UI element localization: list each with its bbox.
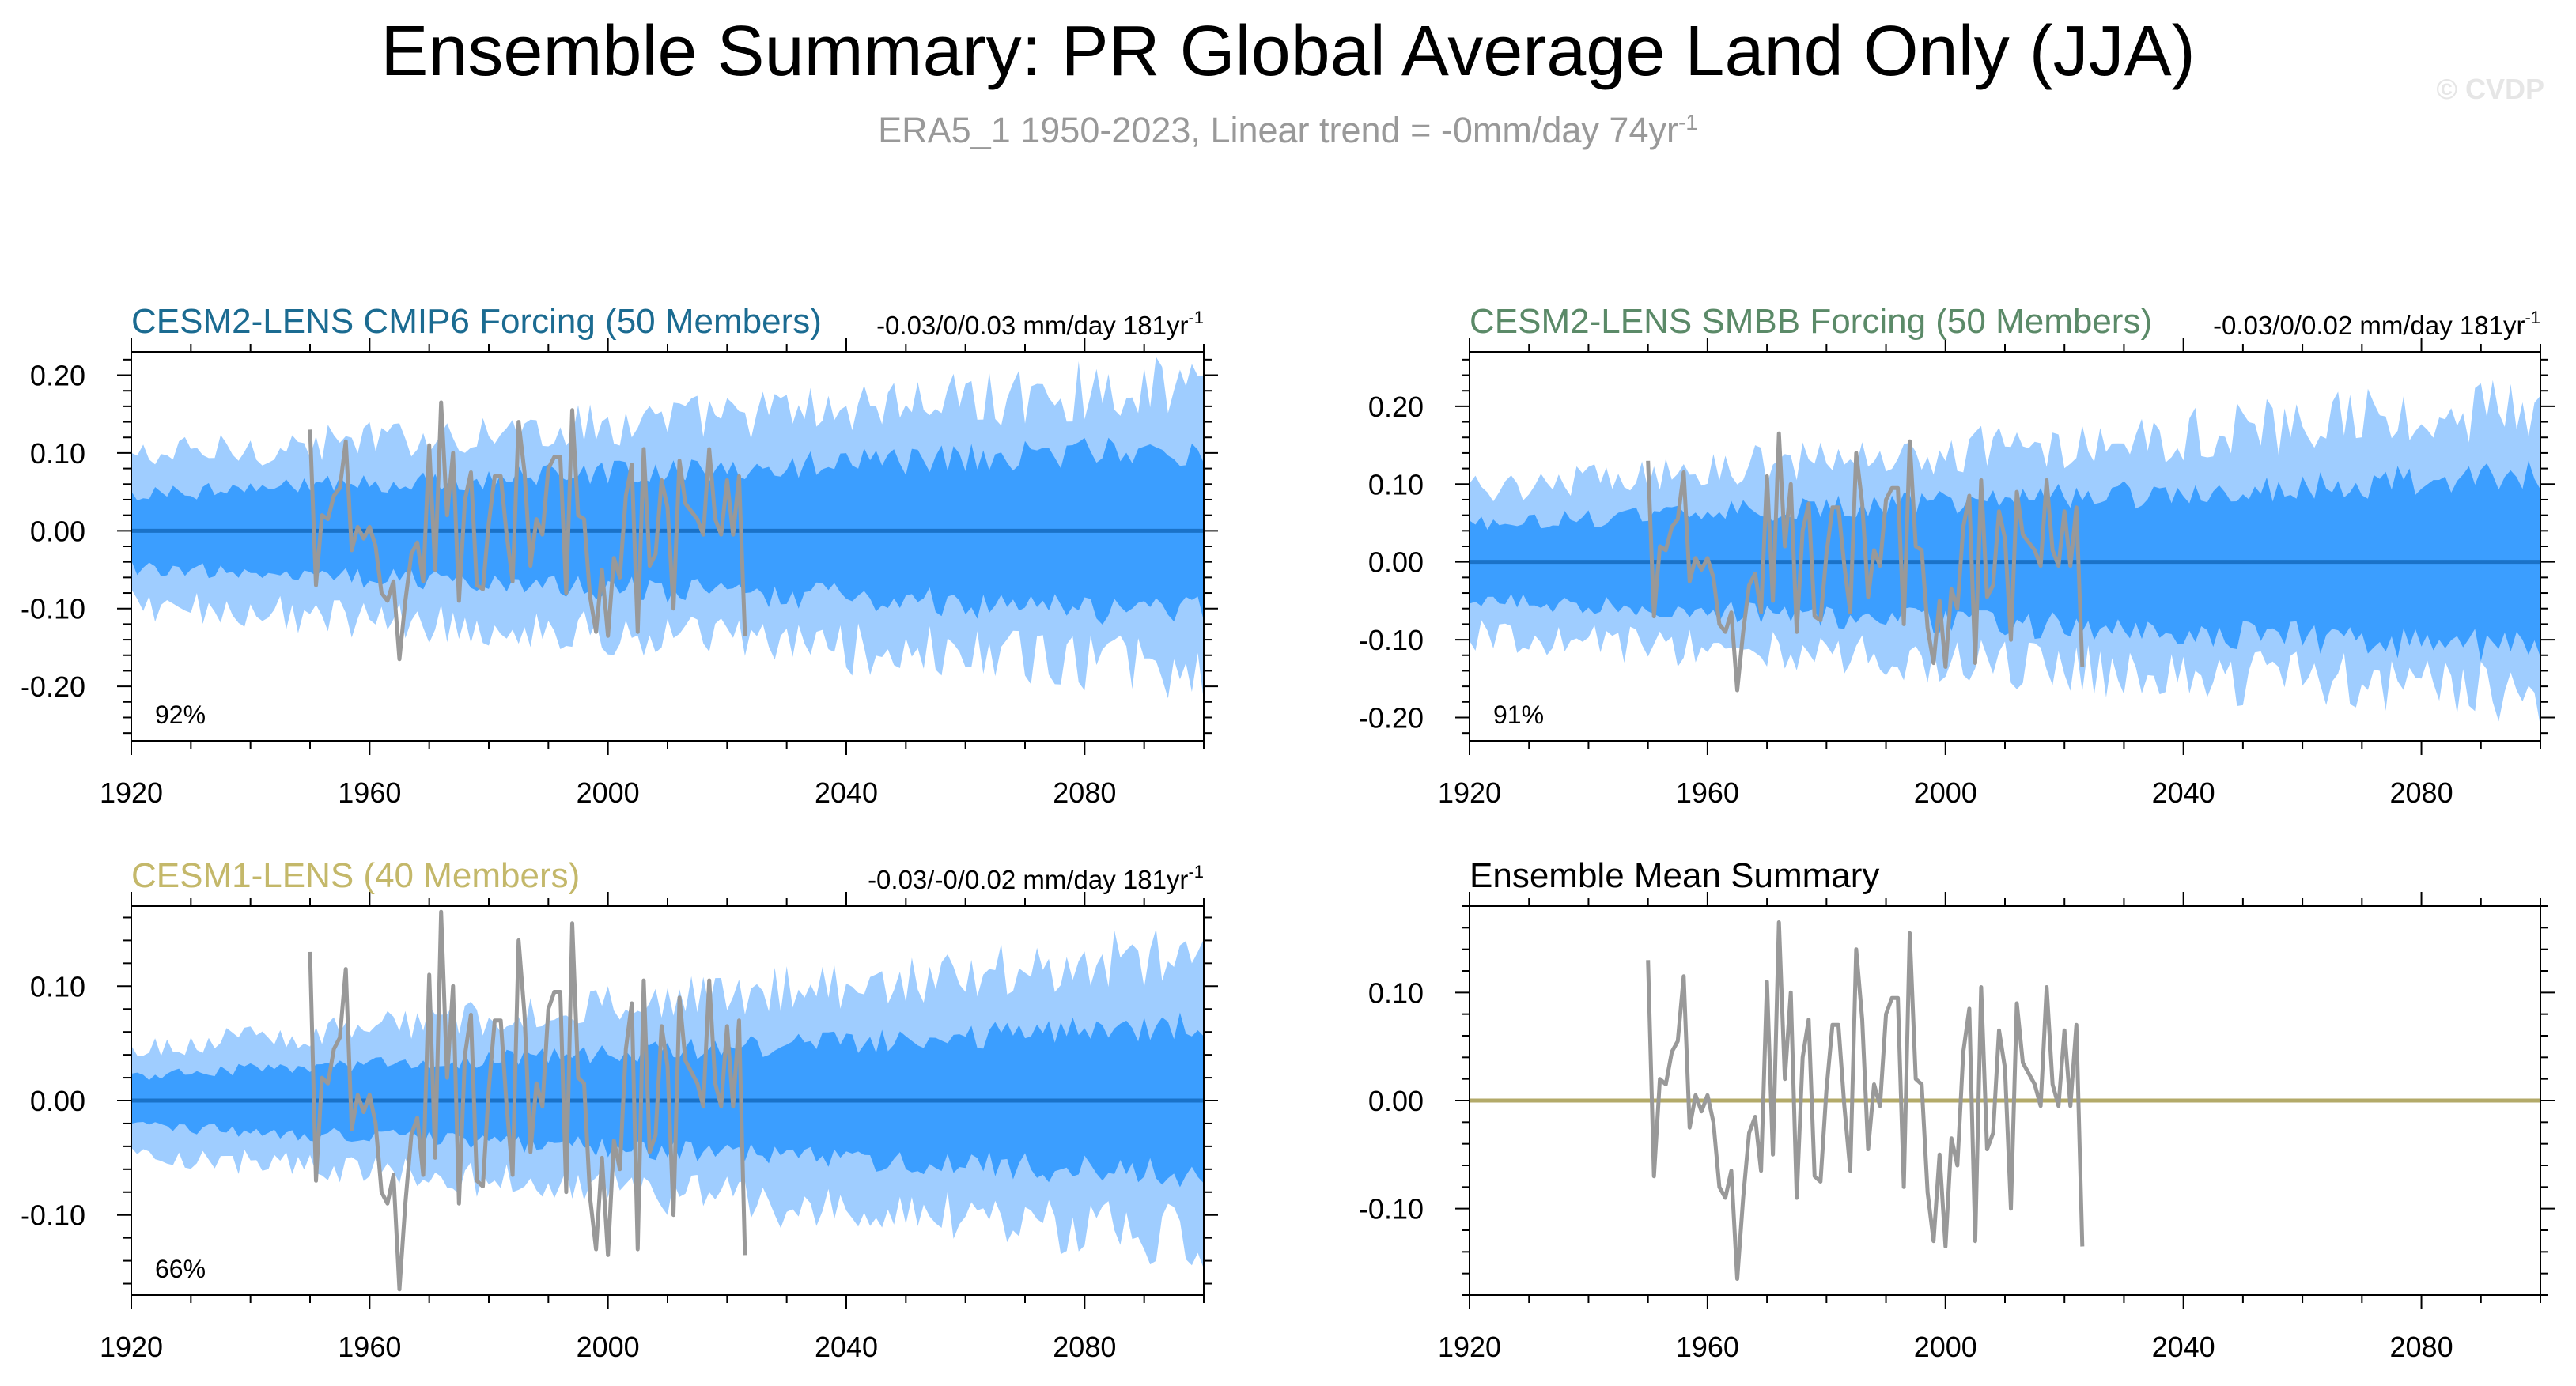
- plot-area-cesm1: [131, 909, 1204, 1292]
- figure-title: Ensemble Summary: PR Global Average Land…: [380, 12, 2196, 91]
- y-tick-label: 0.20: [30, 360, 85, 392]
- x-tick-label: 1960: [1676, 1331, 1739, 1363]
- x-tick-label: 2080: [2390, 776, 2453, 809]
- panel-percent-label-smbb: 91%: [1493, 701, 1544, 729]
- obs-line-summary: [1646, 920, 2085, 1281]
- trend-superscript: -1: [2525, 308, 2540, 327]
- x-tick-label: 1960: [1676, 776, 1739, 809]
- x-tick-label: 2000: [577, 1331, 640, 1363]
- y-tick-label: 0.10: [30, 437, 85, 470]
- panel-cesm1: 1920 1960 2000 2040 2080 0.10 0.00 -0.10 CESM1-L…: [21, 856, 1218, 1363]
- y-tick-label: 0.00: [1368, 1085, 1424, 1117]
- subtitle-superscript: -1: [1678, 110, 1698, 134]
- y-tick-label: 0.00: [1368, 546, 1424, 579]
- y-tick-label: -0.10: [1359, 624, 1424, 656]
- x-tick-label: 2080: [1053, 776, 1116, 809]
- x-tick-label: 2040: [815, 776, 878, 809]
- x-tick-label: 2040: [2152, 776, 2215, 809]
- figure-subtitle: ERA5_1 1950-2023, Linear trend = -0mm/da…: [0, 99, 2576, 154]
- panel-percent-label-cesm1: 66%: [155, 1255, 206, 1283]
- y-tick-label: -0.20: [21, 670, 85, 703]
- plot-area-summary: [1470, 920, 2540, 1281]
- x-tick-label: 2000: [577, 776, 640, 809]
- plot-area-cmip6: [131, 357, 1204, 701]
- plot-area-smbb: [1470, 380, 2540, 727]
- obs-line-smbb: [1646, 431, 2085, 693]
- y-tick-label: 0.10: [1368, 468, 1424, 500]
- panel-title-cmip6: CESM2-LENS CMIP6 Forcing (50 Members): [131, 302, 822, 341]
- panel-summary: 1920 1960 2000 2040 2080 0.10 0.00 -0.10 Ensembl…: [1359, 856, 2555, 1363]
- trend-text: -0.03/0/0.02 mm/day 181yr: [2213, 311, 2525, 340]
- panel-title-smbb: CESM2-LENS SMBB Forcing (50 Members): [1470, 302, 2152, 341]
- panel-smbb: 1920 1960 2000 2040 2080 0.20 0.10 0.00 -0.10 -0.…: [1359, 302, 2555, 809]
- trend-superscript: -1: [1188, 308, 1204, 327]
- obs-line-cmip6: [308, 400, 747, 662]
- x-tick-label: 1920: [1438, 776, 1501, 809]
- obs-line-cesm1: [308, 909, 747, 1292]
- x-tick-label: 2040: [815, 1331, 878, 1363]
- panel-trend-label-cmip6: -0.03/0/0.03 mm/day 181yr-1: [876, 308, 1204, 340]
- panel-trend-label-cesm1: -0.03/-0/0.02 mm/day 181yr-1: [868, 862, 1204, 894]
- watermark: © CVDP: [2436, 73, 2544, 105]
- y-tick-label: 0.10: [1368, 976, 1424, 1009]
- x-tick-label: 1920: [100, 776, 163, 809]
- x-tick-label: 1960: [338, 776, 401, 809]
- panel-trend-label-smbb: -0.03/0/0.02 mm/day 181yr-1: [2213, 308, 2540, 340]
- y-tick-label: -0.10: [21, 1199, 85, 1232]
- y-tick-label: 0.10: [30, 970, 85, 1003]
- x-tick-label: 1920: [1438, 1331, 1501, 1363]
- y-tick-label: -0.10: [1359, 1193, 1424, 1225]
- trend-text: -0.03/0/0.03 mm/day 181yr: [876, 311, 1188, 340]
- panel-title-summary: Ensemble Mean Summary: [1470, 856, 1879, 895]
- panel-percent-label-cmip6: 92%: [155, 701, 206, 729]
- y-tick-label: 0.20: [1368, 391, 1424, 423]
- y-tick-label: -0.10: [21, 593, 85, 625]
- x-tick-label: 2080: [1053, 1331, 1116, 1363]
- y-tick-label: 0.00: [30, 1085, 85, 1117]
- x-tick-label: 1960: [338, 1331, 401, 1363]
- x-tick-label: 2000: [1914, 1331, 1977, 1363]
- trend-superscript: -1: [1188, 862, 1204, 882]
- x-tick-label: 1920: [100, 1331, 163, 1363]
- panel-title-cesm1: CESM1-LENS (40 Members): [131, 856, 580, 895]
- y-tick-label: -0.20: [1359, 701, 1424, 734]
- trend-text: -0.03/-0/0.02 mm/day 181yr: [868, 865, 1188, 894]
- x-tick-label: 2040: [2152, 1331, 2215, 1363]
- x-tick-label: 2000: [1914, 776, 1977, 809]
- panel-cmip6: 1920 1960 2000 2040 2080 0.20 0.10 0.00 -0.10 -0.…: [21, 302, 1218, 809]
- y-tick-label: 0.00: [30, 515, 85, 547]
- subtitle-text: ERA5_1 1950-2023, Linear trend = -0mm/da…: [878, 110, 1678, 150]
- x-tick-label: 2080: [2390, 1331, 2453, 1363]
